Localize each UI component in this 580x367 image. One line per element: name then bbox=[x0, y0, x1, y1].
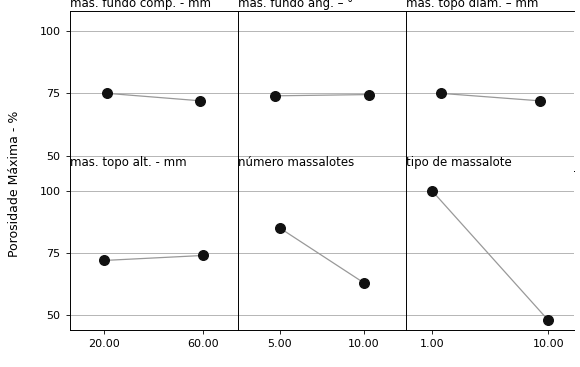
Point bbox=[100, 258, 109, 264]
Text: mas. topo alt. - mm: mas. topo alt. - mm bbox=[70, 156, 186, 170]
Text: mas. fundo comp. - mm: mas. fundo comp. - mm bbox=[70, 0, 211, 10]
Text: mas. topo diam. – mm: mas. topo diam. – mm bbox=[406, 0, 538, 10]
Point bbox=[270, 93, 280, 99]
Point bbox=[196, 98, 205, 104]
Text: número massalotes: número massalotes bbox=[238, 156, 354, 170]
Point bbox=[535, 98, 544, 104]
Point bbox=[543, 317, 553, 323]
Text: tipo de massalote: tipo de massalote bbox=[406, 156, 512, 170]
Text: mas. fundo ang. – °: mas. fundo ang. – ° bbox=[238, 0, 353, 10]
Point bbox=[427, 188, 437, 193]
Point bbox=[276, 225, 285, 231]
Point bbox=[102, 90, 111, 96]
Point bbox=[436, 90, 445, 96]
Point bbox=[198, 252, 208, 258]
Point bbox=[364, 92, 374, 98]
Text: Porosidade Máxima - %: Porosidade Máxima - % bbox=[8, 110, 21, 257]
Point bbox=[360, 280, 369, 286]
